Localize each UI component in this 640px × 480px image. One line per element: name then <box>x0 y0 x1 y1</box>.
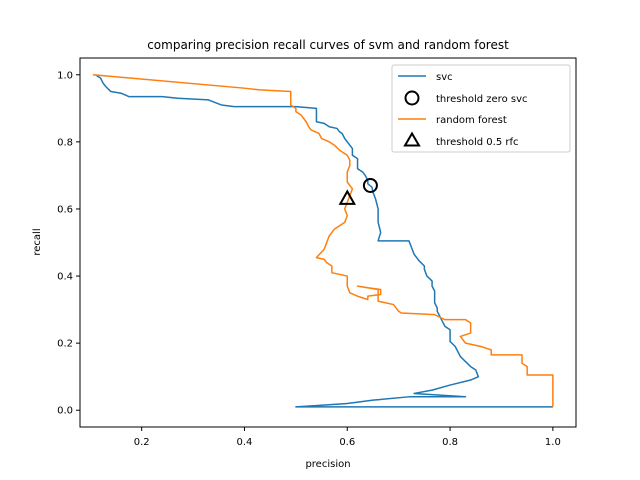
marker-threshold-0-5-rfc <box>338 189 356 205</box>
legend-label-svc: svc <box>436 72 453 83</box>
series-layer <box>92 74 554 408</box>
x-tick-label: 0.6 <box>339 437 355 448</box>
series-line-svc <box>95 74 553 408</box>
legend-label-threshold-0-5-rfc: threshold 0.5 rfc <box>436 137 519 148</box>
y-tick-label: 0.8 <box>57 137 73 148</box>
legend-box <box>391 64 571 153</box>
x-tick-label: 0.2 <box>134 437 150 448</box>
y-tick-label: 0.2 <box>57 339 73 350</box>
y-tick-label: 0.4 <box>57 272 73 283</box>
marker-layer <box>338 177 378 205</box>
series-line-random-forest <box>92 74 554 407</box>
legend-swatch-threshold-zero-svc <box>404 90 420 106</box>
chart-title: comparing precision recall curves of svm… <box>147 38 509 52</box>
x-tick-label: 0.8 <box>442 437 458 448</box>
legend: svc threshold zero svc random forest thr… <box>391 64 571 153</box>
x-tick-label: 0.4 <box>237 437 253 448</box>
y-axis: 0.0 0.2 0.4 0.6 0.8 1.0 <box>57 70 80 417</box>
x-axis-label: precision <box>305 459 350 470</box>
legend-swatch-threshold-0-5-rfc <box>403 131 421 147</box>
legend-label-threshold-zero-svc: threshold zero svc <box>436 94 528 105</box>
x-axis: 0.2 0.4 0.6 0.8 1.0 <box>134 427 561 448</box>
y-axis-label: recall <box>32 228 43 255</box>
x-tick-label: 1.0 <box>545 437 561 448</box>
y-tick-label: 1.0 <box>57 70 73 81</box>
legend-label-random-forest: random forest <box>436 115 507 126</box>
marker-threshold-zero-svc <box>362 177 378 193</box>
y-tick-label: 0.0 <box>57 406 73 417</box>
y-tick-label: 0.6 <box>57 204 73 215</box>
plot-frame <box>79 57 577 428</box>
